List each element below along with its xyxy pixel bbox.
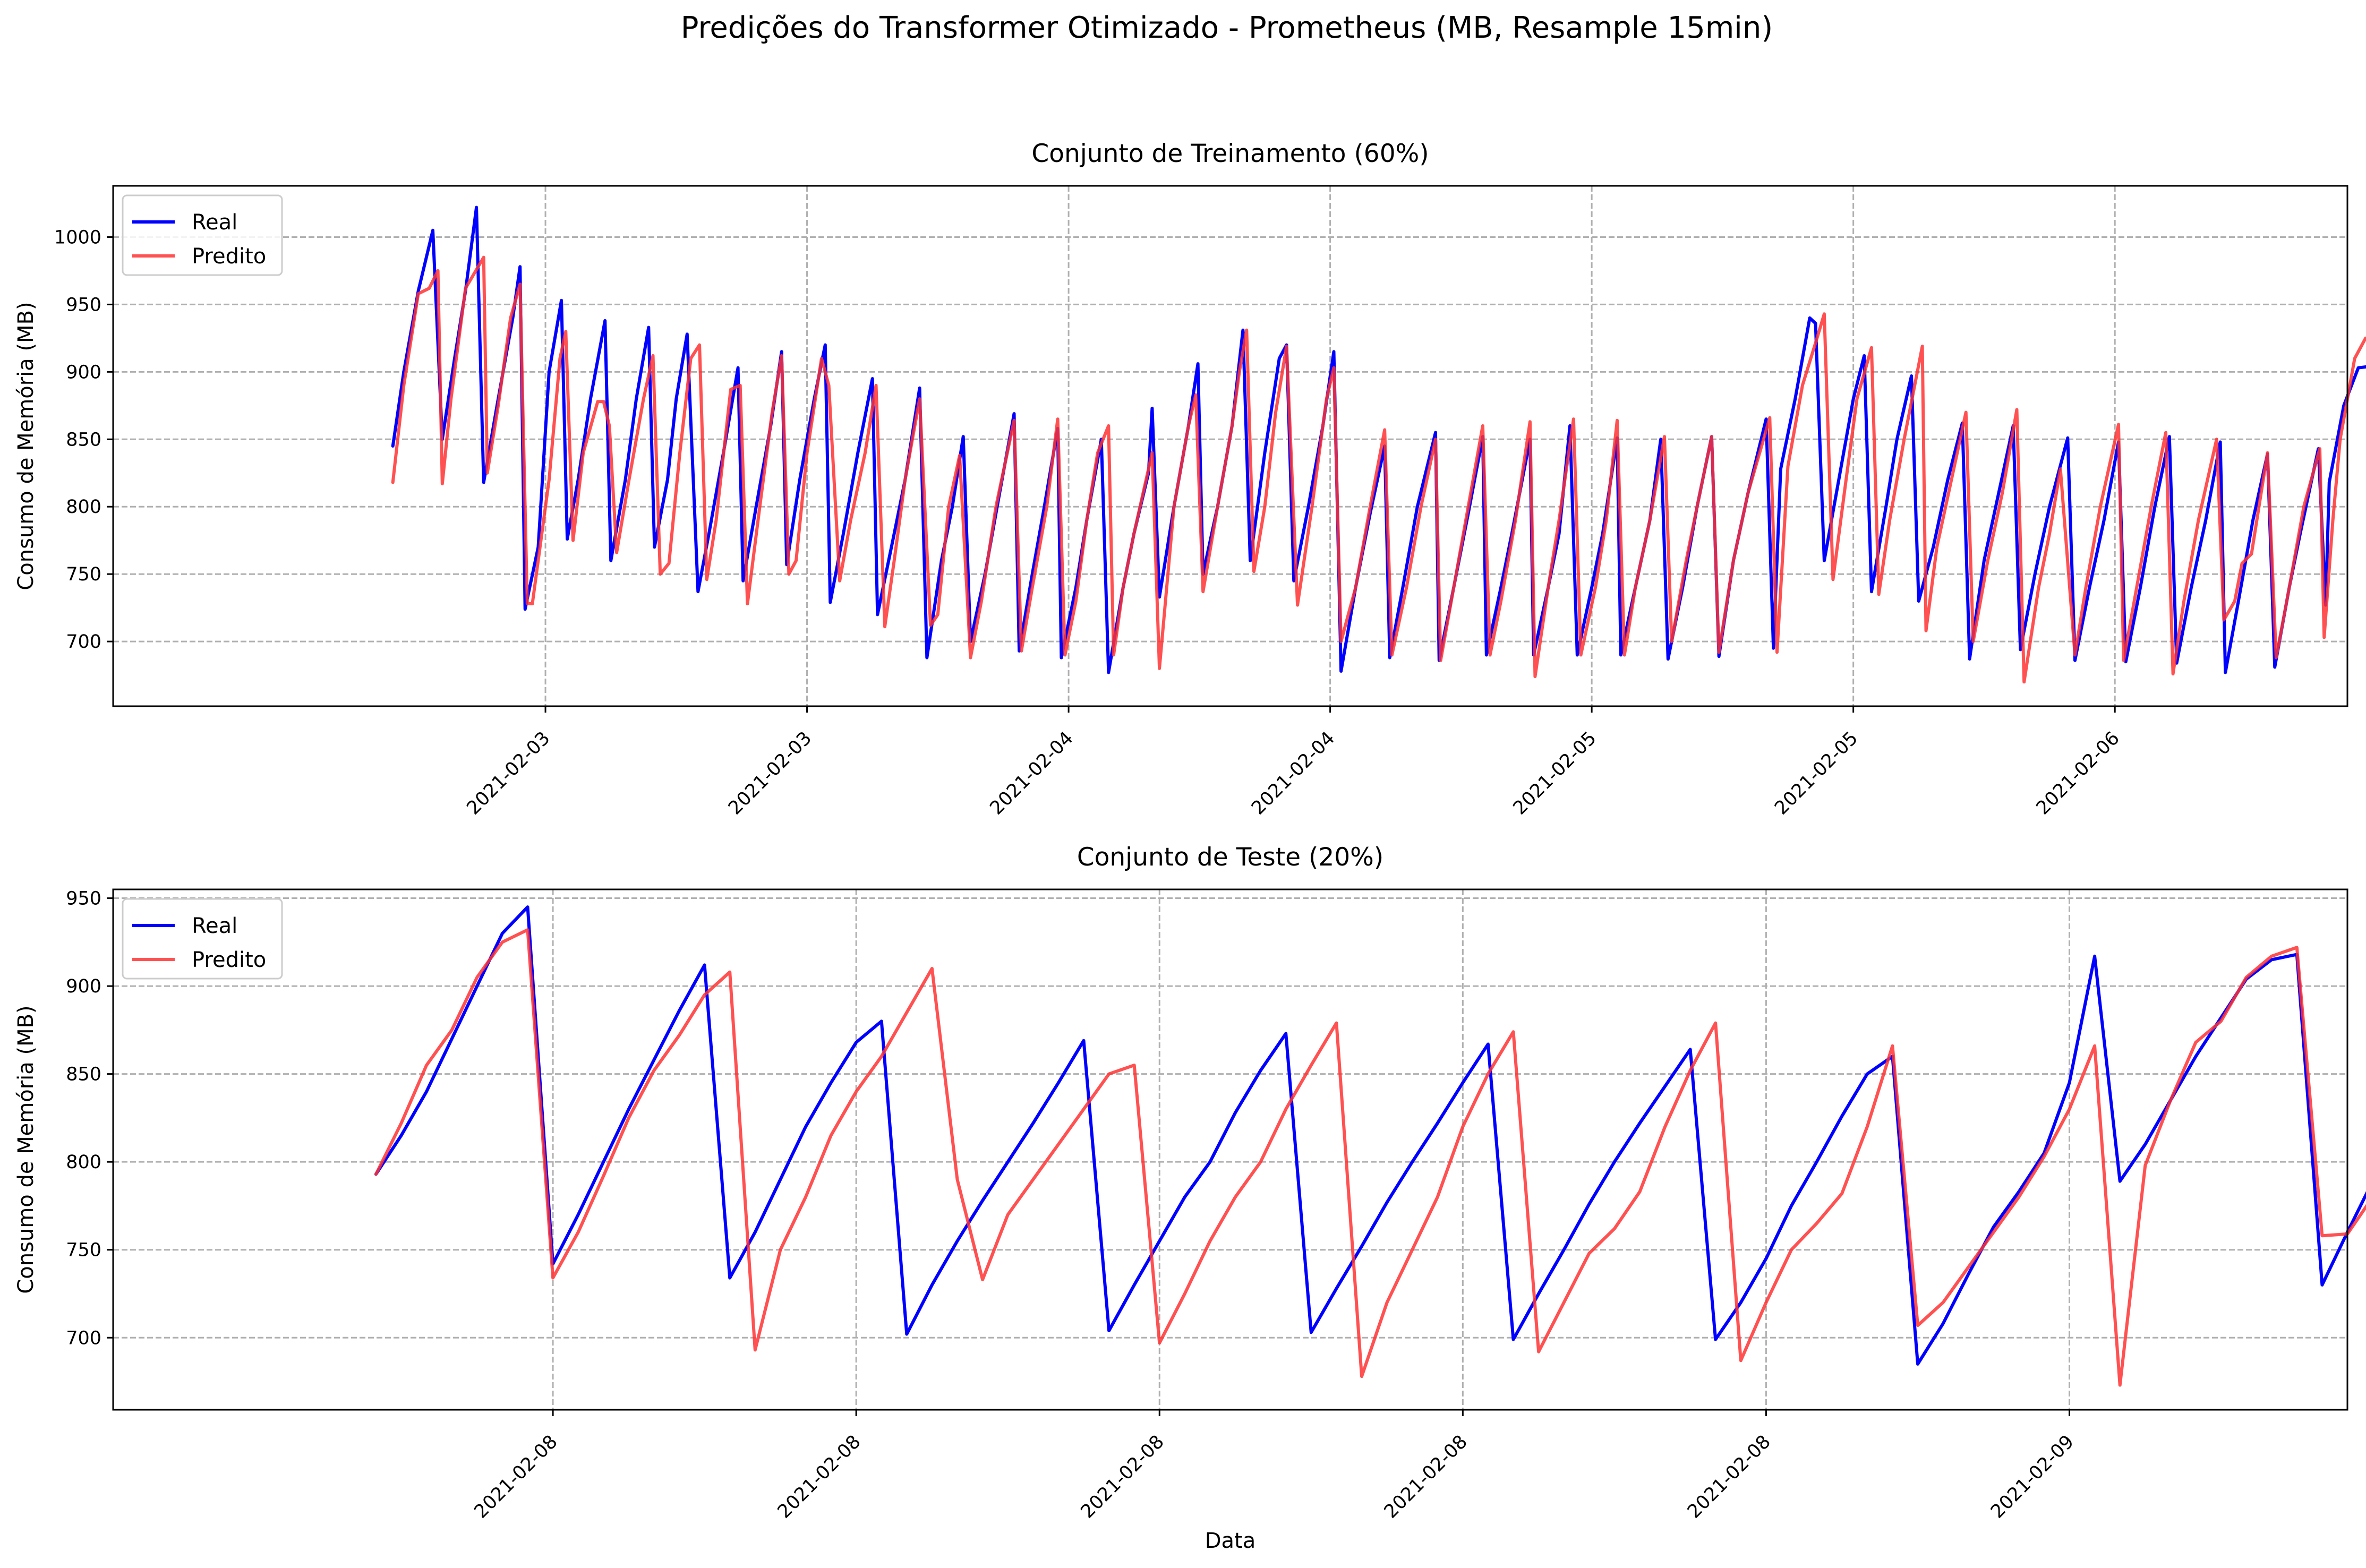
series-layer-test <box>374 905 2366 1387</box>
y-tick-label: 850 <box>66 429 101 450</box>
plot-frame-test <box>112 888 2348 1411</box>
y-tick-label: 950 <box>66 888 101 910</box>
legend-train: Real Predito <box>122 194 283 276</box>
legend-label-real: Real <box>192 210 237 235</box>
grid-lines-test <box>113 889 2347 1410</box>
plot-frame-train <box>112 185 2348 707</box>
figure-title: Predições do Transformer Otimizado - Pro… <box>681 11 1773 45</box>
series-line-predito <box>391 255 2366 684</box>
y-tick-label: 800 <box>66 496 101 518</box>
chart-title-test: Conjunto de Teste (20%) <box>1077 843 1383 872</box>
legend-label-predito: Predito <box>192 948 266 972</box>
y-tick-label: 800 <box>66 1152 101 1173</box>
y-tick-label: 900 <box>66 976 101 997</box>
y-tick-label: 950 <box>66 294 101 315</box>
y-axis-label-test: Consumo de Memória (MB) <box>14 1005 38 1293</box>
y-tick-label: 750 <box>66 564 101 585</box>
legend-label-predito: Predito <box>192 244 266 269</box>
chart-title-train: Conjunto de Treinamento (60%) <box>1031 139 1429 168</box>
y-tick-label: 1000 <box>54 227 101 248</box>
y-tick-label: 750 <box>66 1240 101 1261</box>
y-tick-label: 700 <box>66 631 101 653</box>
y-tick-label: 850 <box>66 1064 101 1085</box>
series-line-predito <box>374 928 2366 1387</box>
y-axis-label-train: Consumo de Memória (MB) <box>14 302 38 590</box>
legend-label-real: Real <box>192 914 237 938</box>
series-layer-train <box>391 205 2366 684</box>
series-line-real <box>374 905 2366 1366</box>
legend-test: Real Predito <box>122 898 283 980</box>
y-tick-label: 700 <box>66 1327 101 1349</box>
y-tick-label: 900 <box>66 362 101 383</box>
x-axis-label-test: Data <box>1205 1529 1256 1553</box>
